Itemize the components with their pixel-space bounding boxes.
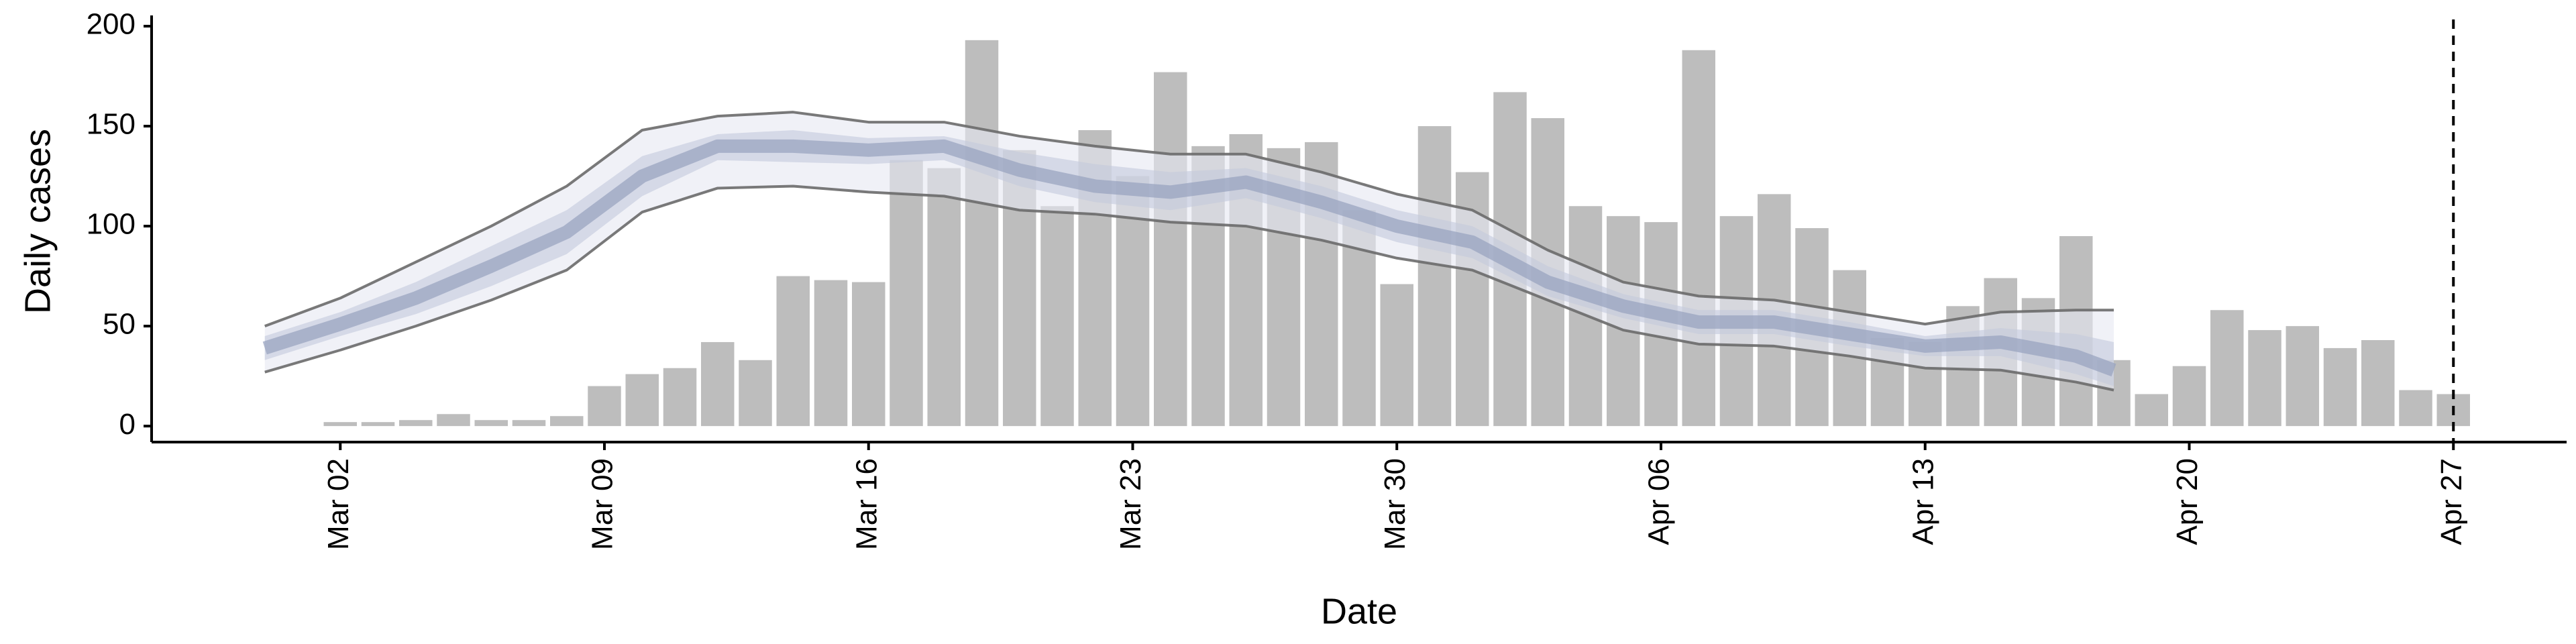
bar — [701, 341, 735, 427]
x-tick-label: Mar 09 — [586, 458, 619, 550]
upper-bound-line — [264, 111, 2114, 327]
bar — [361, 422, 395, 427]
bar — [2323, 347, 2357, 427]
x-tick-label: Apr 20 — [2171, 458, 2204, 545]
y-tick-label: 50 — [103, 308, 136, 341]
x-tick-label: Mar 23 — [1114, 458, 1147, 550]
bar — [2361, 339, 2395, 427]
bar — [625, 374, 659, 427]
bar — [2172, 366, 2206, 427]
bar — [890, 160, 923, 427]
bar — [2286, 326, 2319, 427]
bar — [965, 40, 999, 427]
bar — [550, 416, 584, 427]
y-axis-label: Daily cases — [17, 129, 58, 314]
bar — [323, 422, 357, 427]
y-tick-label: 200 — [87, 8, 136, 41]
bar — [399, 420, 433, 427]
median-line — [262, 139, 2116, 377]
y-tick-label: 0 — [119, 408, 136, 441]
x-tick-label: Mar 16 — [850, 458, 883, 550]
bar — [1040, 206, 1074, 427]
x-tick-label: Apr 13 — [1907, 458, 1939, 545]
y-tick-label: 100 — [87, 208, 136, 241]
bar — [474, 420, 508, 427]
bar — [1380, 284, 1413, 427]
bar — [1682, 50, 1715, 427]
bar — [588, 386, 621, 427]
bar — [1154, 72, 1187, 427]
bar — [512, 420, 546, 427]
x-axis-label: Date — [1321, 591, 1397, 631]
bar — [2210, 310, 2244, 427]
lower-bound-line — [264, 184, 2114, 392]
x-tick-label: Mar 30 — [1379, 458, 1411, 550]
bar — [927, 168, 961, 427]
bar — [739, 360, 772, 427]
inner-band — [264, 130, 2114, 386]
bar — [2248, 330, 2282, 427]
x-tick-label: Mar 02 — [322, 458, 355, 550]
bar — [1417, 126, 1452, 427]
bar — [814, 280, 848, 427]
y-tick-label: 150 — [87, 108, 136, 141]
bar — [437, 414, 470, 427]
bar — [852, 282, 885, 427]
bar — [2399, 390, 2432, 427]
bar — [2135, 394, 2168, 427]
x-tick-label: Apr 06 — [1643, 458, 1676, 545]
bar — [663, 368, 697, 427]
bar — [776, 276, 810, 427]
x-tick-label: Apr 27 — [2435, 458, 2468, 545]
